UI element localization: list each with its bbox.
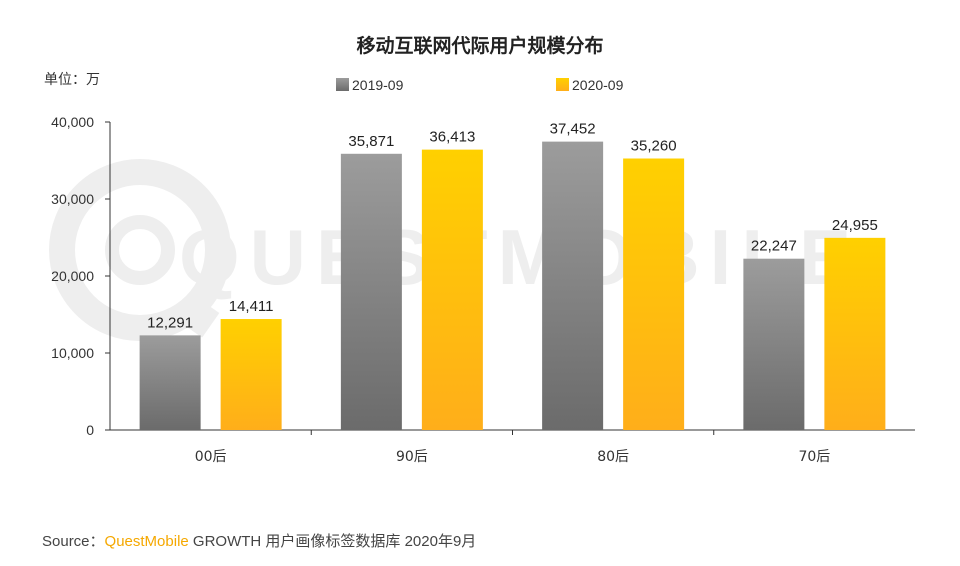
x-tick-label: 80后 <box>597 449 629 465</box>
source-prefix: Source： <box>42 533 105 550</box>
x-tick-label: 90后 <box>396 449 428 465</box>
bar-2019-09-00后 <box>139 335 201 430</box>
value-label: 12,291 <box>147 314 193 331</box>
bar-2019-09-70后 <box>743 258 805 430</box>
value-label: 14,411 <box>229 298 274 315</box>
bar-2020-09-00后 <box>220 319 282 430</box>
legend-label-2020: 2020-09 <box>572 77 624 93</box>
value-label: 35,260 <box>631 137 677 154</box>
legend: 2019-09 2020-09 <box>336 77 624 93</box>
legend-swatch-2020 <box>556 78 569 91</box>
value-label: 22,247 <box>751 238 797 255</box>
source-line: Source：QuestMobile GROWTH 用户画像标签数据库 2020… <box>42 530 476 551</box>
value-label: 36,413 <box>429 129 475 146</box>
source-text: GROWTH 用户画像标签数据库 2020年9月 <box>188 533 477 550</box>
chart-title: 移动互联网代际用户规模分布 <box>356 34 603 57</box>
value-label: 24,955 <box>832 217 878 234</box>
legend-label-2019: 2019-09 <box>352 77 404 93</box>
y-tick-label: 30,000 <box>51 191 94 207</box>
value-labels: 12,291 14,411 35,871 36,413 37,452 35,260 22,2… <box>147 121 878 332</box>
bars <box>139 141 886 431</box>
value-label: 37,452 <box>550 121 596 138</box>
watermark: QUESTMOBILE <box>49 159 861 341</box>
y-tick-label: 10,000 <box>51 345 94 361</box>
y-axis-ticks: 0 10,000 20,000 30,000 40,000 <box>51 114 110 438</box>
y-tick-label: 40,000 <box>51 114 94 130</box>
bar-2020-09-80后 <box>623 158 685 431</box>
bar-2020-09-90后 <box>421 149 483 430</box>
watermark-text: QUESTMOBILE <box>179 213 861 301</box>
bar-2019-09-80后 <box>542 141 604 430</box>
x-tick-label: 00后 <box>195 449 227 465</box>
y-tick-label: 20,000 <box>51 268 94 284</box>
y-tick-label: 0 <box>86 422 94 438</box>
x-tick-label: 70后 <box>798 449 830 465</box>
bar-2019-09-90后 <box>340 153 402 430</box>
legend-swatch-2019 <box>336 78 349 91</box>
source-brand: QuestMobile <box>104 533 189 550</box>
unit-label: 单位：万 <box>44 72 100 88</box>
x-axis-ticks: 00后 90后 80后 70后 <box>195 430 830 465</box>
value-label: 35,871 <box>348 133 394 150</box>
bar-2020-09-70后 <box>824 237 886 430</box>
